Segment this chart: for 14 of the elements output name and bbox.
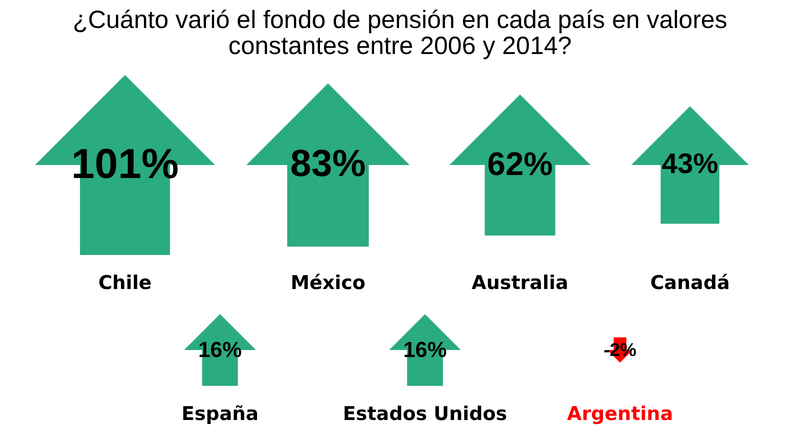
data-label: 16% xyxy=(403,337,447,362)
category-label: Canadá xyxy=(650,272,730,294)
category-label: Estados Unidos xyxy=(342,403,508,425)
category-label: Australia xyxy=(472,272,568,294)
text: ¿Cuánto varió el fondo de pensión en cada país en valores constantes entre 2006 y 2014? xyxy=(72,6,728,60)
category-label: España xyxy=(181,403,259,425)
category-label: Chile xyxy=(98,272,152,294)
category-label: México xyxy=(290,272,366,294)
data-label: 101% xyxy=(71,140,179,187)
data-label: 16% xyxy=(198,337,242,362)
data-label: 62% xyxy=(487,145,553,182)
category-label: Argentina xyxy=(566,403,674,425)
data-label: 83% xyxy=(290,142,366,184)
data-label: 43% xyxy=(662,147,718,179)
